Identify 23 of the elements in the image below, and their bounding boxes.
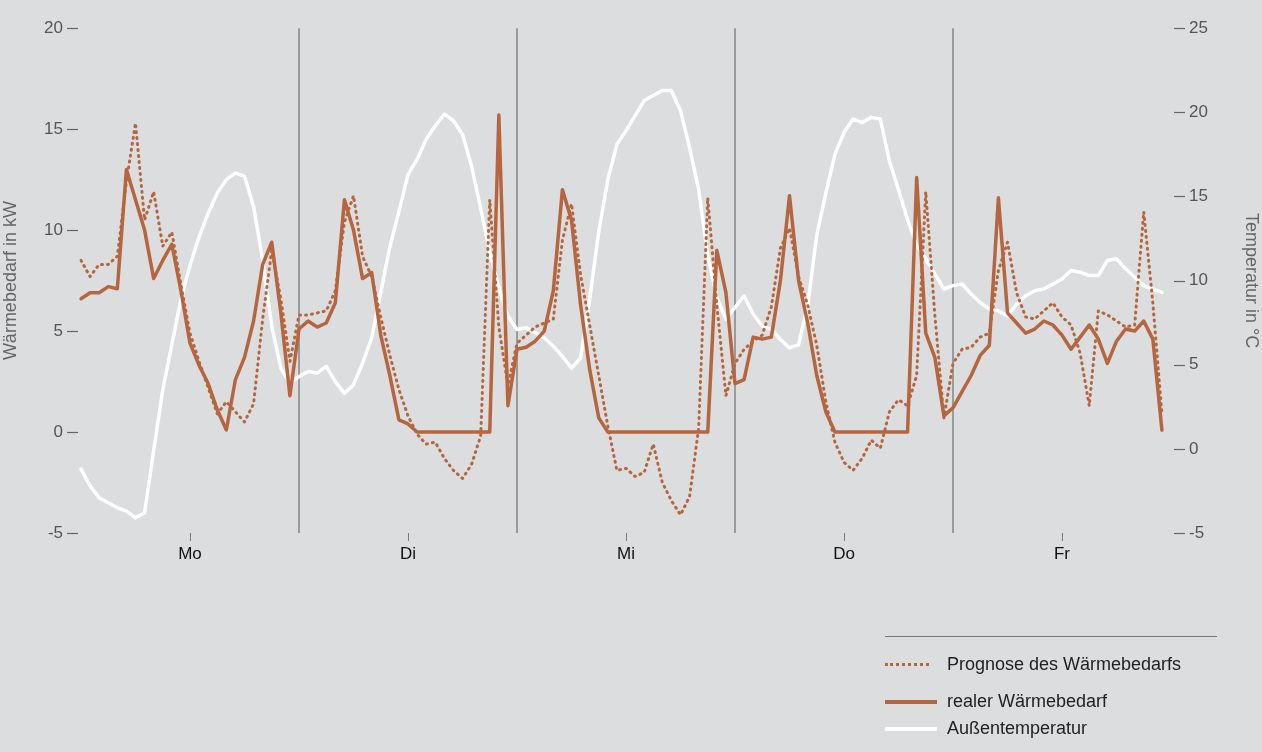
- legend-label: Prognose des Wärmebedarfs: [947, 654, 1182, 675]
- x-tick-label: Mi: [617, 543, 635, 563]
- x-tick-label: Mo: [178, 543, 202, 563]
- y2-tick-label: 10: [1189, 270, 1208, 290]
- x-tick-label: Di: [399, 543, 417, 563]
- y2-tick-label: 15: [1189, 186, 1208, 206]
- y2-tick-label: 20: [1189, 102, 1208, 122]
- y-tick-label: -5: [47, 522, 63, 542]
- y2-tick-label: 25: [1189, 17, 1208, 37]
- y2-tick-label: 5: [1189, 354, 1199, 374]
- legend-label: Außentemperatur: [947, 718, 1088, 739]
- y-tick-label: 0: [53, 421, 63, 441]
- x-tick-label: Do: [833, 543, 855, 563]
- y-tick-label: 5: [53, 320, 63, 340]
- x-tick-label: Fr: [1053, 543, 1071, 563]
- y-axis-title: Wärmebedarf in kW: [0, 201, 20, 361]
- legend-label: realer Wärmebedarf: [947, 691, 1108, 712]
- y2-tick-label: 0: [1189, 438, 1199, 458]
- y2-axis-title: Temperatur in °C: [1242, 212, 1262, 349]
- y-tick-label: 10: [44, 219, 63, 239]
- y-tick-label: 20: [44, 17, 63, 37]
- y2-tick-label: -5: [1189, 522, 1205, 542]
- y-tick-label: 15: [44, 118, 63, 138]
